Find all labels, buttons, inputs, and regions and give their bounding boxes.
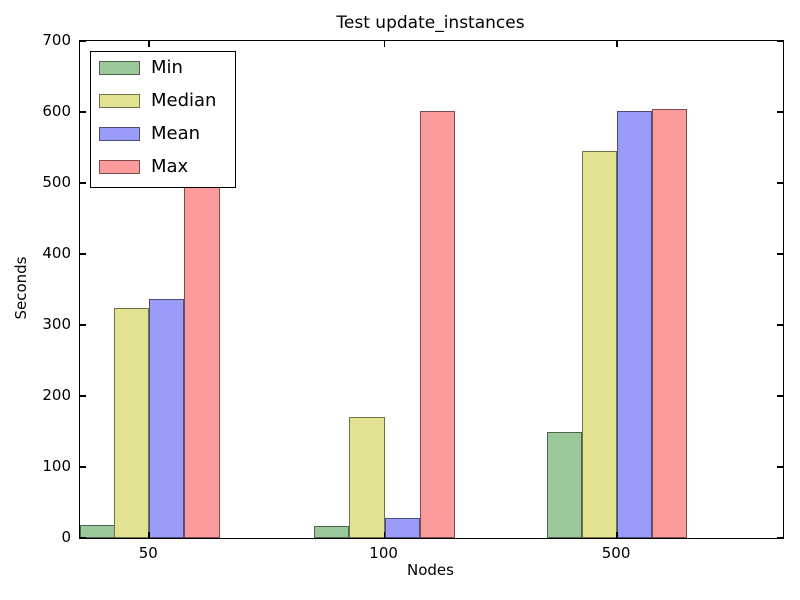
legend-item-median: Median xyxy=(99,92,227,110)
bar-mean-500 xyxy=(617,110,653,538)
legend: Min Median Mean Max xyxy=(90,51,236,188)
y-tick-mark xyxy=(777,253,783,255)
bar-min-500 xyxy=(546,431,582,538)
y-tick-mark xyxy=(777,466,783,468)
bar-median-500 xyxy=(581,151,618,538)
bar-median-50 xyxy=(114,307,150,538)
y-tick-label: 300 xyxy=(42,315,71,333)
y-tick-mark xyxy=(80,537,86,539)
legend-swatch-icon xyxy=(99,127,140,141)
x-tick-mark xyxy=(148,532,150,538)
y-tick-mark xyxy=(777,40,783,42)
y-tick-label: 0 xyxy=(61,528,71,546)
y-tick-mark xyxy=(777,111,783,113)
legend-swatch-icon xyxy=(99,61,140,75)
y-tick-mark xyxy=(777,537,783,539)
x-tick-mark xyxy=(616,532,618,538)
y-tick-label: 500 xyxy=(42,173,71,191)
y-tick-mark xyxy=(80,182,86,184)
y-tick-mark xyxy=(777,395,783,397)
chart-title: Test update_instances xyxy=(336,13,525,33)
bar-min-100 xyxy=(314,525,350,538)
legend-label: Median xyxy=(151,90,217,111)
x-tick-mark xyxy=(616,41,618,47)
y-tick-mark xyxy=(80,395,86,397)
x-tick-label: 50 xyxy=(138,544,158,562)
legend-label: Min xyxy=(151,57,183,78)
y-tick-label: 600 xyxy=(42,102,71,120)
y-tick-mark xyxy=(80,253,86,255)
bar-mean-50 xyxy=(149,299,185,538)
y-tick-label: 700 xyxy=(42,31,71,49)
y-tick-mark xyxy=(80,324,86,326)
x-tick-label: 100 xyxy=(369,544,398,562)
y-tick-mark xyxy=(80,111,86,113)
y-tick-label: 200 xyxy=(42,386,71,404)
legend-swatch-icon xyxy=(99,160,140,174)
plot-area: Min Median Mean Max xyxy=(79,40,784,539)
y-axis-label: Seconds xyxy=(12,256,30,320)
x-tick-mark xyxy=(383,41,386,47)
y-tick-mark xyxy=(80,40,86,42)
legend-swatch-icon xyxy=(99,94,140,108)
legend-label: Mean xyxy=(151,123,201,144)
bar-median-100 xyxy=(349,417,385,538)
legend-item-mean: Mean xyxy=(99,125,227,143)
legend-label: Max xyxy=(151,156,189,177)
y-tick-mark xyxy=(777,182,783,184)
y-tick-label: 100 xyxy=(42,457,71,475)
x-axis-label: Nodes xyxy=(407,561,454,579)
bar-min-50 xyxy=(80,524,116,538)
x-tick-label: 500 xyxy=(601,544,631,562)
legend-item-max: Max xyxy=(99,158,227,176)
bar-max-500 xyxy=(652,109,688,538)
legend-item-min: Min xyxy=(99,59,227,77)
bar-mean-100 xyxy=(384,518,420,538)
x-tick-mark xyxy=(383,532,386,538)
bar-max-100 xyxy=(419,111,455,538)
y-tick-label: 400 xyxy=(42,244,71,262)
y-tick-mark xyxy=(80,466,86,468)
y-tick-mark xyxy=(777,324,783,326)
x-tick-mark xyxy=(148,41,150,47)
bar-max-50 xyxy=(184,172,220,538)
